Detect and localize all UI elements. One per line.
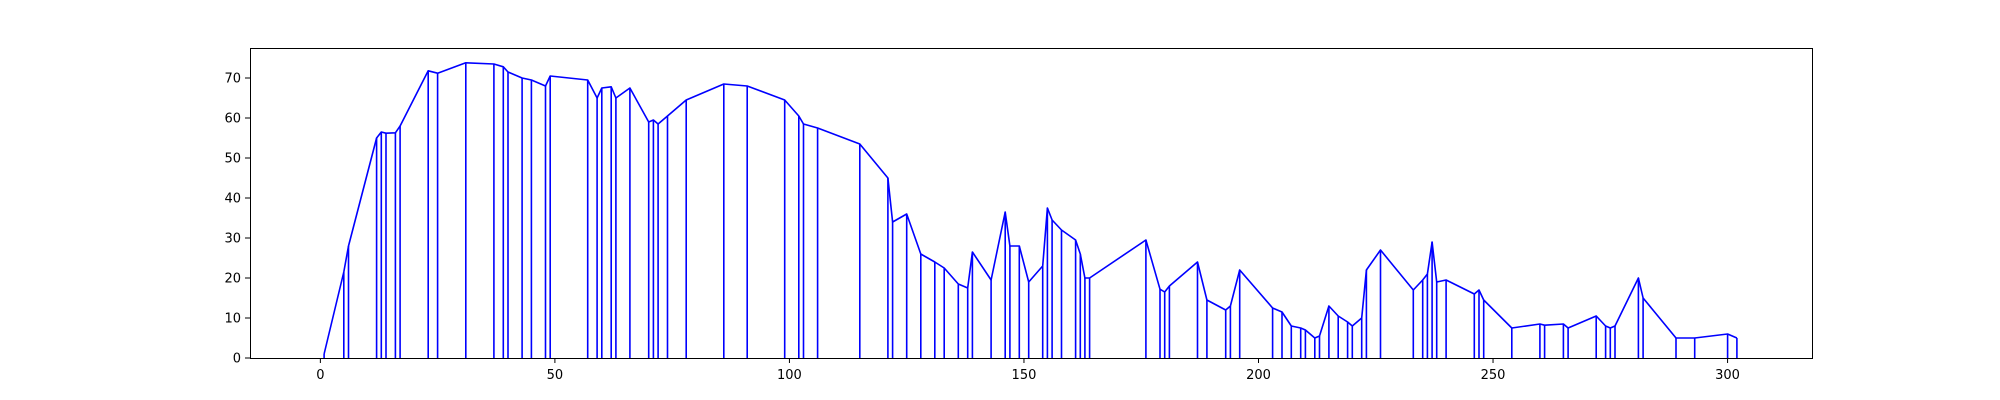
x-tick-label: 50 (547, 368, 564, 383)
x-tick-label: 250 (1481, 368, 1506, 383)
y-tick-label: 70 (224, 72, 241, 87)
x-tick-label: 0 (316, 368, 324, 383)
y-tick-label: 30 (224, 232, 241, 247)
x-tick-label: 150 (1012, 368, 1037, 383)
stems-group (323, 62, 1738, 358)
y-tick-label: 20 (224, 272, 241, 287)
axes-frame (250, 48, 1813, 359)
x-tick-label: 200 (1246, 368, 1271, 383)
y-tick-label: 60 (224, 112, 241, 127)
y-tick-label: 50 (224, 152, 241, 167)
y-tick-label: 0 (233, 352, 241, 367)
series-group (323, 61, 1738, 355)
x-axis: 0 50 100 150 200 250 300 (316, 358, 1740, 383)
y-tick-label: 40 (224, 192, 241, 207)
y-axis: 0 10 20 30 40 50 60 70 (224, 72, 250, 367)
series-line-0 (323, 61, 1738, 355)
y-tick-label: 10 (224, 312, 241, 327)
x-tick-label: 100 (777, 368, 802, 383)
x-tick-label: 300 (1715, 368, 1740, 383)
